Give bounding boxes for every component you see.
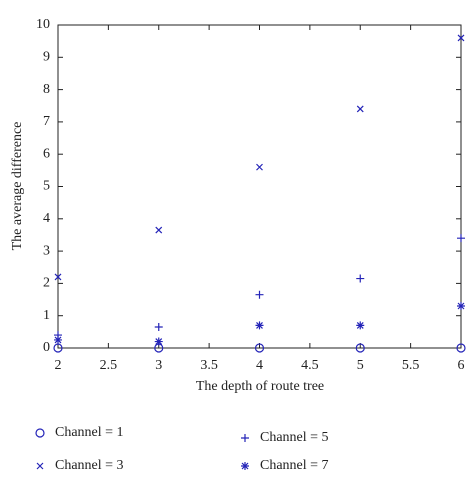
data-point [154,323,163,332]
data-point [356,105,364,113]
y-tick-label: 10 [36,17,50,32]
x-tick-label: 3.5 [200,358,218,373]
data-point [356,274,365,283]
legend-label: Channel = 3 [55,458,124,473]
y-tick-label: 0 [43,340,50,355]
plot-frame [57,24,462,349]
y-tick-label: 6 [43,146,50,161]
y-tick-label: 5 [43,179,50,194]
data-point [256,163,263,171]
data-point [154,337,163,346]
data-point [254,343,265,353]
data-point [255,290,264,299]
y-axis-label: The average difference [10,122,25,251]
y-tick-label: 9 [43,50,50,65]
data-point [54,335,62,344]
data-point [54,273,62,281]
x-tick-label: 3 [155,358,162,373]
data-point [155,226,163,234]
data-point [355,343,365,353]
data-point [457,302,465,311]
x-tick-label: 4 [256,358,263,373]
y-tick-label: 4 [43,211,50,226]
legend-label: Channel = 5 [260,430,329,445]
legend-marker [241,434,249,442]
x-tick-label: 4.5 [301,358,319,373]
x-tick-label: 2.5 [100,358,118,373]
legend-marker [35,428,45,438]
data-point [457,34,465,42]
x-tick-label: 2 [55,358,62,373]
legend-marker [241,462,249,470]
data-point [53,343,63,353]
y-tick-label: 2 [43,276,50,291]
legend-marker [36,462,44,470]
y-tick-label: 7 [43,114,50,129]
x-axis-label: The depth of route tree [196,379,324,394]
x-tick-label: 5 [357,358,364,373]
data-point [356,321,365,330]
data-point [255,321,264,330]
x-tick-label: 6 [458,358,465,373]
x-tick-label: 5.5 [402,358,420,373]
legend-label: Channel = 7 [260,458,329,473]
y-tick-label: 8 [43,82,50,97]
data-point [456,343,466,353]
y-tick-label: 3 [43,243,50,258]
data-point [457,234,465,243]
y-tick-label: 1 [43,308,50,323]
legend-label: Channel = 1 [55,425,124,440]
